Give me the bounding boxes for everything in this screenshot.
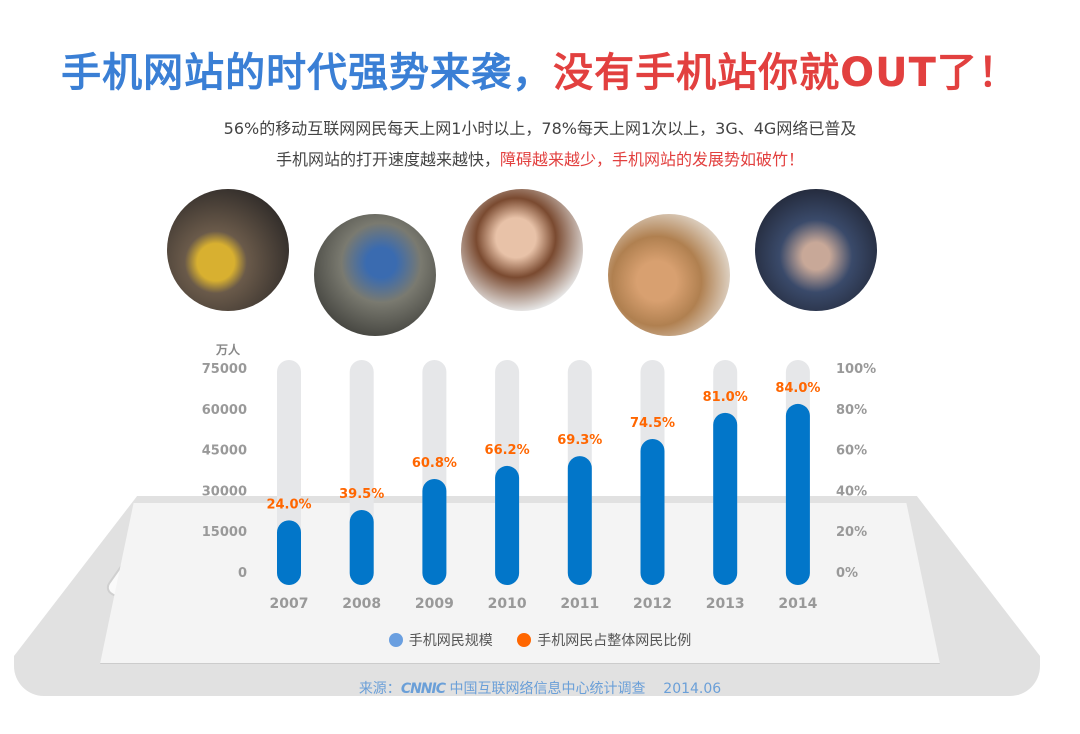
page-title: 手机网站的时代强势来袭，没有手机站你就OUT了！ [61,50,1019,96]
bar-users [495,465,520,585]
legend-item-ratio: 手机网民占整体网民比例 [517,633,691,649]
y2-tick-label: 0% [836,566,858,581]
bar-users [640,438,665,585]
bar-users [567,456,592,585]
x-tick-label: 2010 [488,596,527,612]
legend-item-users: 手机网民规模 [388,633,493,649]
bar-users [713,412,738,585]
photo-people-phones-2 [314,214,436,336]
pct-label: 39.5% [339,487,384,502]
y2-tick-label: 40% [836,484,867,499]
legend: 手机网民规模 手机网民占整体网民比例 [0,630,1080,650]
legend-dot-icon [388,633,403,647]
pct-label: 84.0% [775,381,820,396]
bar-users [349,509,374,585]
photo-people-phones-1 [167,189,289,311]
y-tick-label: 75000 [202,362,247,377]
pct-label: 60.8% [412,456,457,471]
pct-label: 81.0% [703,390,748,405]
photo-commuters-phones [755,189,877,311]
y-tick-label: 45000 [202,444,247,459]
subtitle-line1: 56%的移动互联网网民每天上网1小时以上，78%每天上网1次以上，3G、4G网络… [223,119,857,138]
cnnic-logo: CNNIC [400,681,446,697]
pct-label: 69.3% [557,433,602,448]
y2-tick-label: 80% [836,403,867,418]
x-tick-label: 2008 [342,596,381,612]
y2-tick-label: 100% [836,362,876,377]
bar-users [422,478,447,585]
legend-dot-icon [517,633,532,647]
bar-users [785,403,810,585]
x-tick-label: 2007 [270,596,309,612]
x-tick-label: 2012 [633,596,672,612]
y-axis-unit: 万人 [215,342,241,357]
x-tick-label: 2011 [560,596,599,612]
x-tick-label: 2013 [706,596,745,612]
x-tick-label: 2009 [415,596,454,612]
source-footer: 来源：CNNIC 中国互联网络信息中心统计调查 2014.06 [358,681,722,697]
bar-users [277,520,301,585]
x-tick-label: 2014 [778,596,817,612]
y2-tick-label: 60% [836,444,867,459]
y-tick-label: 0 [238,566,247,581]
pct-label: 24.0% [266,497,311,512]
pct-label: 74.5% [630,416,675,431]
y-tick-label: 60000 [202,403,247,418]
photo-girl-phone [608,214,730,336]
y-tick-label: 30000 [202,484,247,499]
subtitle-line2: 手机网站的打开速度越来越快，障碍越来越少，手机网站的发展势如破竹！ [275,150,805,169]
y2-tick-label: 20% [836,525,867,540]
pct-label: 66.2% [485,443,530,458]
photo-woman-phone [461,189,583,311]
y-tick-label: 15000 [202,525,247,540]
